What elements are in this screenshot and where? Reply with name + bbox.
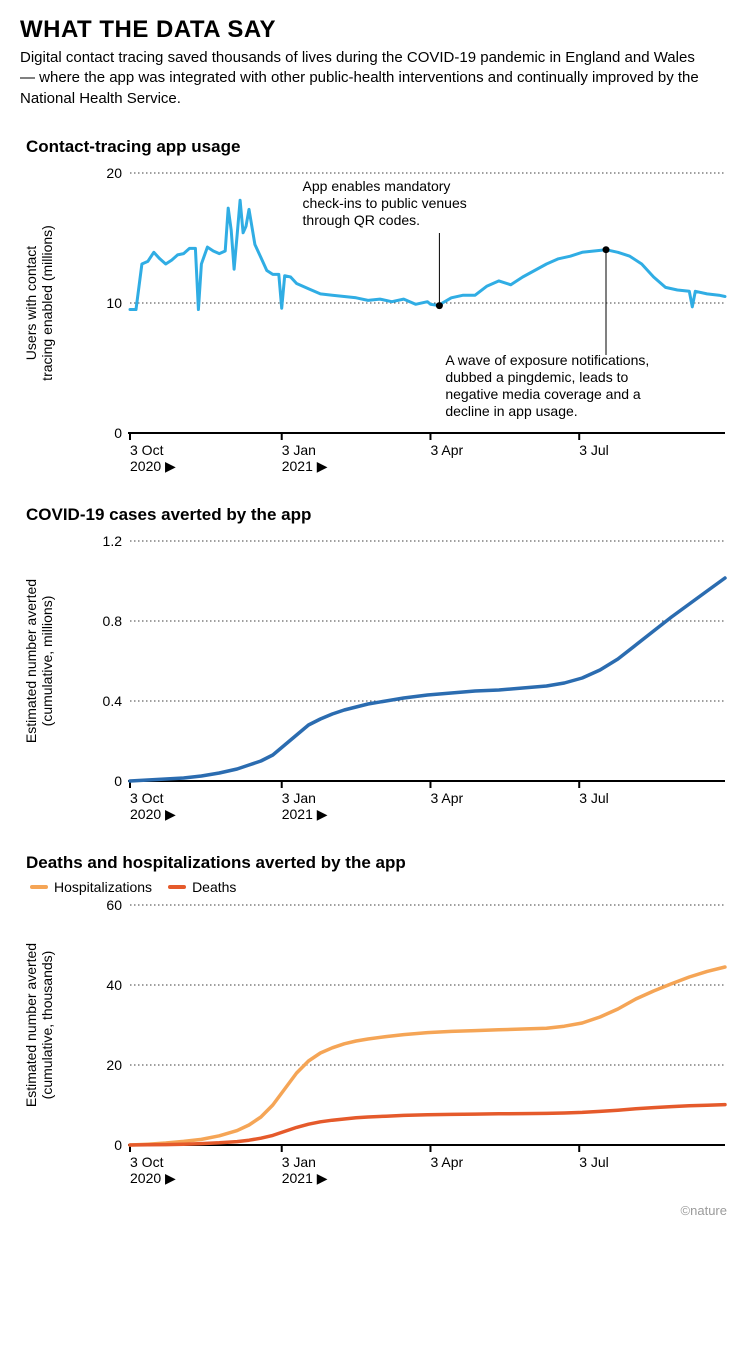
- svg-text:Estimated number averted: Estimated number averted: [23, 943, 39, 1107]
- subhead: Digital contact tracing saved thousands …: [20, 48, 700, 109]
- chart-deaths-hosp: Deaths and hospitalizations averted by t…: [20, 853, 731, 1195]
- chart1-title: Contact-tracing app usage: [26, 137, 731, 157]
- svg-text:10: 10: [106, 295, 122, 311]
- svg-text:Users with contact: Users with contact: [23, 245, 39, 359]
- chart2-title: COVID-19 cases averted by the app: [26, 505, 731, 525]
- svg-text:A wave of exposure notificatio: A wave of exposure notifications,: [445, 352, 649, 368]
- svg-text:3 Jan: 3 Jan: [282, 442, 316, 458]
- legend-swatch: [168, 885, 186, 889]
- svg-text:dubbed a pingdemic, leads to: dubbed a pingdemic, leads to: [445, 369, 628, 385]
- svg-text:0: 0: [114, 425, 122, 441]
- legend-item: Hospitalizations: [30, 879, 152, 895]
- svg-text:3 Jul: 3 Jul: [579, 442, 609, 458]
- svg-text:3 Jan: 3 Jan: [282, 790, 316, 806]
- chart-usage: Contact-tracing app usage 0 10 20 Users wit…: [20, 137, 731, 483]
- svg-text:60: 60: [106, 897, 122, 913]
- svg-text:2021 ▶: 2021 ▶: [282, 806, 328, 822]
- svg-text:3 Apr: 3 Apr: [430, 1154, 463, 1170]
- svg-text:3 Jul: 3 Jul: [579, 1154, 609, 1170]
- svg-text:2020 ▶: 2020 ▶: [130, 458, 176, 474]
- chart3-title: Deaths and hospitalizations averted by t…: [26, 853, 731, 873]
- svg-text:0: 0: [114, 1137, 122, 1153]
- svg-text:1.2: 1.2: [103, 533, 123, 549]
- svg-text:40: 40: [106, 977, 122, 993]
- svg-text:3 Jan: 3 Jan: [282, 1154, 316, 1170]
- svg-text:through QR codes.: through QR codes.: [303, 212, 421, 228]
- svg-text:2021 ▶: 2021 ▶: [282, 1170, 328, 1186]
- svg-text:3 Oct: 3 Oct: [130, 442, 164, 458]
- legend-swatch: [30, 885, 48, 889]
- svg-text:3 Apr: 3 Apr: [430, 790, 463, 806]
- svg-text:check-ins to public venues: check-ins to public venues: [303, 195, 467, 211]
- legend-item: Deaths: [168, 879, 236, 895]
- chart-cases: COVID-19 cases averted by the app 0 0.4 0.…: [20, 505, 731, 831]
- svg-text:2021 ▶: 2021 ▶: [282, 458, 328, 474]
- svg-text:0: 0: [114, 773, 122, 789]
- legend-label: Hospitalizations: [54, 879, 152, 895]
- svg-text:2020 ▶: 2020 ▶: [130, 1170, 176, 1186]
- svg-text:Estimated number averted: Estimated number averted: [23, 579, 39, 743]
- svg-text:20: 20: [106, 165, 122, 181]
- svg-text:0.4: 0.4: [103, 693, 123, 709]
- svg-text:3 Jul: 3 Jul: [579, 790, 609, 806]
- svg-text:3 Oct: 3 Oct: [130, 1154, 164, 1170]
- svg-text:2020 ▶: 2020 ▶: [130, 806, 176, 822]
- credit: ©nature: [20, 1203, 731, 1218]
- svg-text:negative media coverage and a: negative media coverage and a: [445, 386, 641, 402]
- svg-text:(cumulative, thousands): (cumulative, thousands): [39, 950, 55, 1099]
- svg-text:(cumulative, millions): (cumulative, millions): [39, 595, 55, 726]
- svg-text:tracing enabled (millions): tracing enabled (millions): [39, 225, 55, 381]
- headline: WHAT THE DATA SAY: [20, 16, 731, 44]
- svg-text:3 Apr: 3 Apr: [430, 442, 463, 458]
- svg-text:20: 20: [106, 1057, 122, 1073]
- legend-label: Deaths: [192, 879, 236, 895]
- svg-text:3 Oct: 3 Oct: [130, 790, 164, 806]
- svg-text:decline in app usage.: decline in app usage.: [445, 403, 577, 419]
- svg-text:App enables mandatory: App enables mandatory: [303, 178, 451, 194]
- svg-text:0.8: 0.8: [103, 613, 123, 629]
